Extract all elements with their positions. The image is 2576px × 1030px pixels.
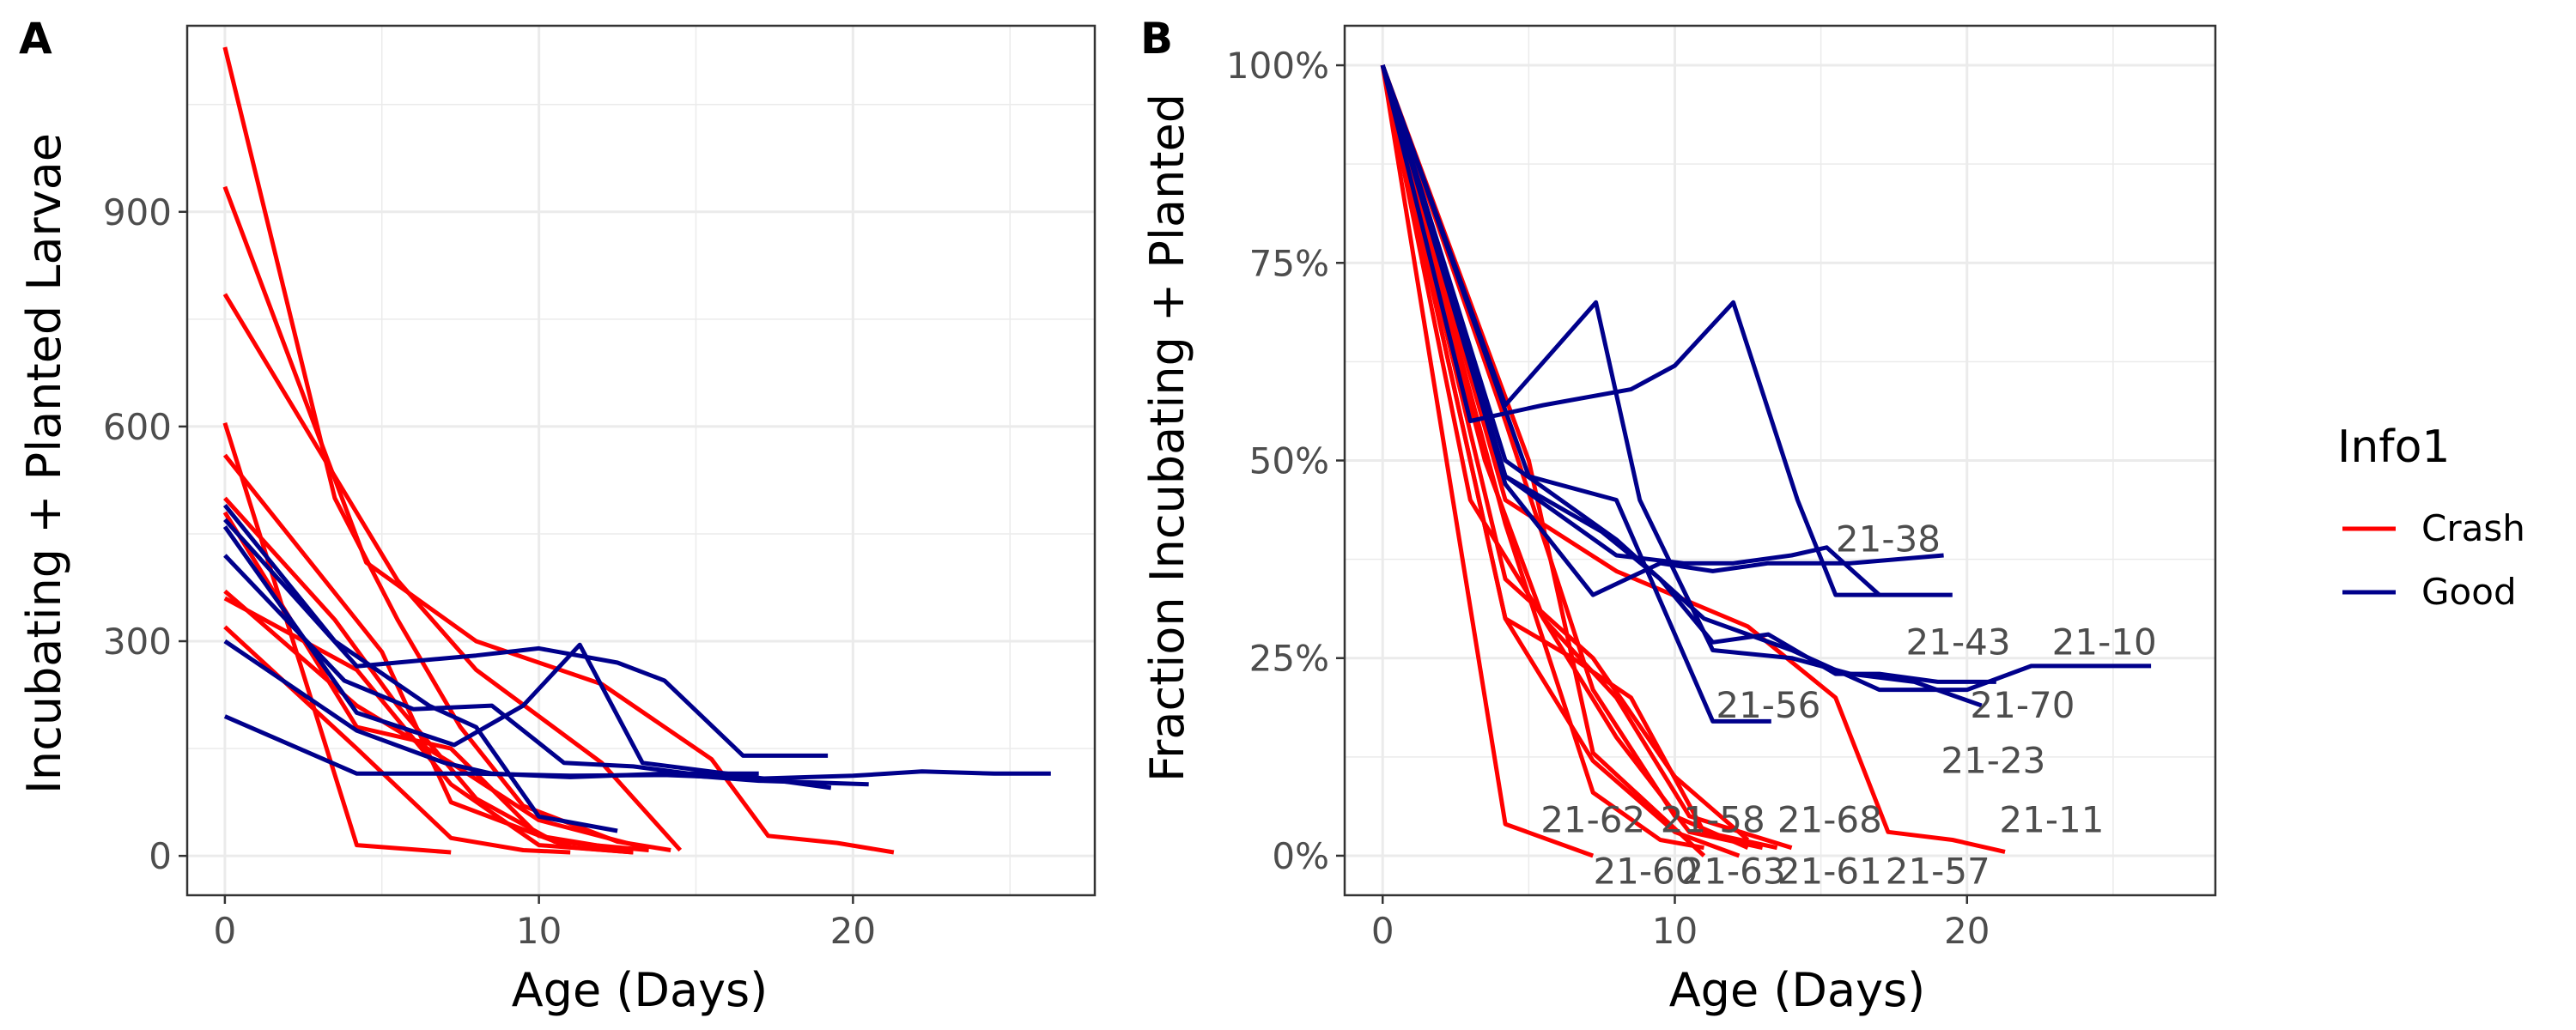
series-line-crash xyxy=(223,625,571,855)
legend-title: Info1 xyxy=(2337,421,2451,473)
series-line-good xyxy=(1380,64,1953,597)
panel-a-frame xyxy=(185,24,1097,897)
panel-a-plot: 0 10 20 0 300 600 900 xyxy=(103,24,1097,952)
series-line-crash xyxy=(1380,64,1764,851)
legend-good-label: Good xyxy=(2421,571,2517,613)
panel-a-tag: A xyxy=(19,14,52,64)
run-label: 21-60 xyxy=(1593,850,1698,892)
y-tick-label: 100% xyxy=(1226,45,1329,87)
run-label: 21-57 xyxy=(1886,850,1990,892)
panel-a-y-axis-title: Incubating + Planted Larvae xyxy=(17,133,71,794)
series-line-good xyxy=(1380,64,1983,708)
series-line-good xyxy=(1380,64,1996,684)
series-line-crash xyxy=(222,511,618,851)
series-line-crash xyxy=(1380,64,1749,850)
panel-b-plot: 0 10 20 0% 25% 50% 75% 100% 21-38 21-43 21-10 21-5… xyxy=(1226,24,2217,952)
y-tick-label: 50% xyxy=(1249,440,1329,482)
panel-b-run-labels: 21-38 21-43 21-10 21-56 21-70 21-23 21-62 21-58… xyxy=(1540,518,2157,893)
y-tick-label: 0 xyxy=(149,835,172,877)
y-tick-label: 0% xyxy=(1272,835,1329,877)
series-line-good xyxy=(223,714,1051,781)
panel-a-x-axis-title: Age (Days) xyxy=(512,963,769,1017)
y-tick-label: 300 xyxy=(103,621,172,663)
x-tick-label: 10 xyxy=(1652,910,1698,952)
run-label: 21-23 xyxy=(1941,739,2045,781)
x-tick-label: 0 xyxy=(1371,910,1394,952)
run-label: 21-63 xyxy=(1681,850,1786,892)
run-label: 21-62 xyxy=(1540,799,1645,841)
series-line-good xyxy=(1380,64,1880,597)
series-line-crash xyxy=(1380,64,1793,851)
run-label: 21-56 xyxy=(1716,684,1820,726)
y-tick-label: 25% xyxy=(1249,638,1329,680)
run-label: 21-61 xyxy=(1777,850,1882,892)
series-line-good xyxy=(1380,64,1944,597)
y-tick-label: 600 xyxy=(103,406,172,448)
series-line-good xyxy=(223,554,759,776)
series-line-crash xyxy=(1380,64,2006,854)
panel-b-x-axis-title: Age (Days) xyxy=(1669,963,1926,1017)
panel-a-ticks: 0 10 20 0 300 600 900 xyxy=(103,191,876,952)
run-label: 21-68 xyxy=(1777,799,1882,841)
run-label: 21-58 xyxy=(1661,799,1765,841)
series-line-crash xyxy=(1380,64,1704,851)
run-label: 21-10 xyxy=(2052,621,2157,663)
run-label: 21-38 xyxy=(1836,518,1941,560)
series-line-good xyxy=(1380,64,1771,724)
series-line-good xyxy=(223,518,829,758)
legend-crash-label: Crash xyxy=(2421,507,2525,549)
panel-a-lines xyxy=(222,46,1051,855)
x-tick-label: 20 xyxy=(830,910,876,952)
run-label: 21-11 xyxy=(1999,799,2104,841)
run-label: 21-43 xyxy=(1906,621,2011,663)
series-line-good xyxy=(1380,64,2152,693)
y-tick-label: 75% xyxy=(1249,242,1329,284)
series-line-crash xyxy=(1380,64,1750,842)
series-line-crash xyxy=(222,293,683,852)
panel-b-tag: B xyxy=(1140,14,1173,64)
run-label: 21-70 xyxy=(1970,684,2075,726)
y-tick-label: 900 xyxy=(103,191,172,233)
x-tick-label: 10 xyxy=(516,910,562,952)
x-tick-label: 0 xyxy=(214,910,237,952)
panel-b-lines xyxy=(1380,64,2152,858)
x-tick-label: 20 xyxy=(1944,910,1990,952)
panel-b-y-axis-title: Fraction Incubating + Planted xyxy=(1140,94,1194,782)
series-line-crash xyxy=(222,185,895,855)
panel-b-ticks: 0 10 20 0% 25% 50% 75% 100% xyxy=(1226,45,1990,952)
legend: Info1 Crash Good xyxy=(2337,421,2525,613)
series-line-crash xyxy=(1380,64,1595,858)
series-line-crash xyxy=(222,421,452,855)
